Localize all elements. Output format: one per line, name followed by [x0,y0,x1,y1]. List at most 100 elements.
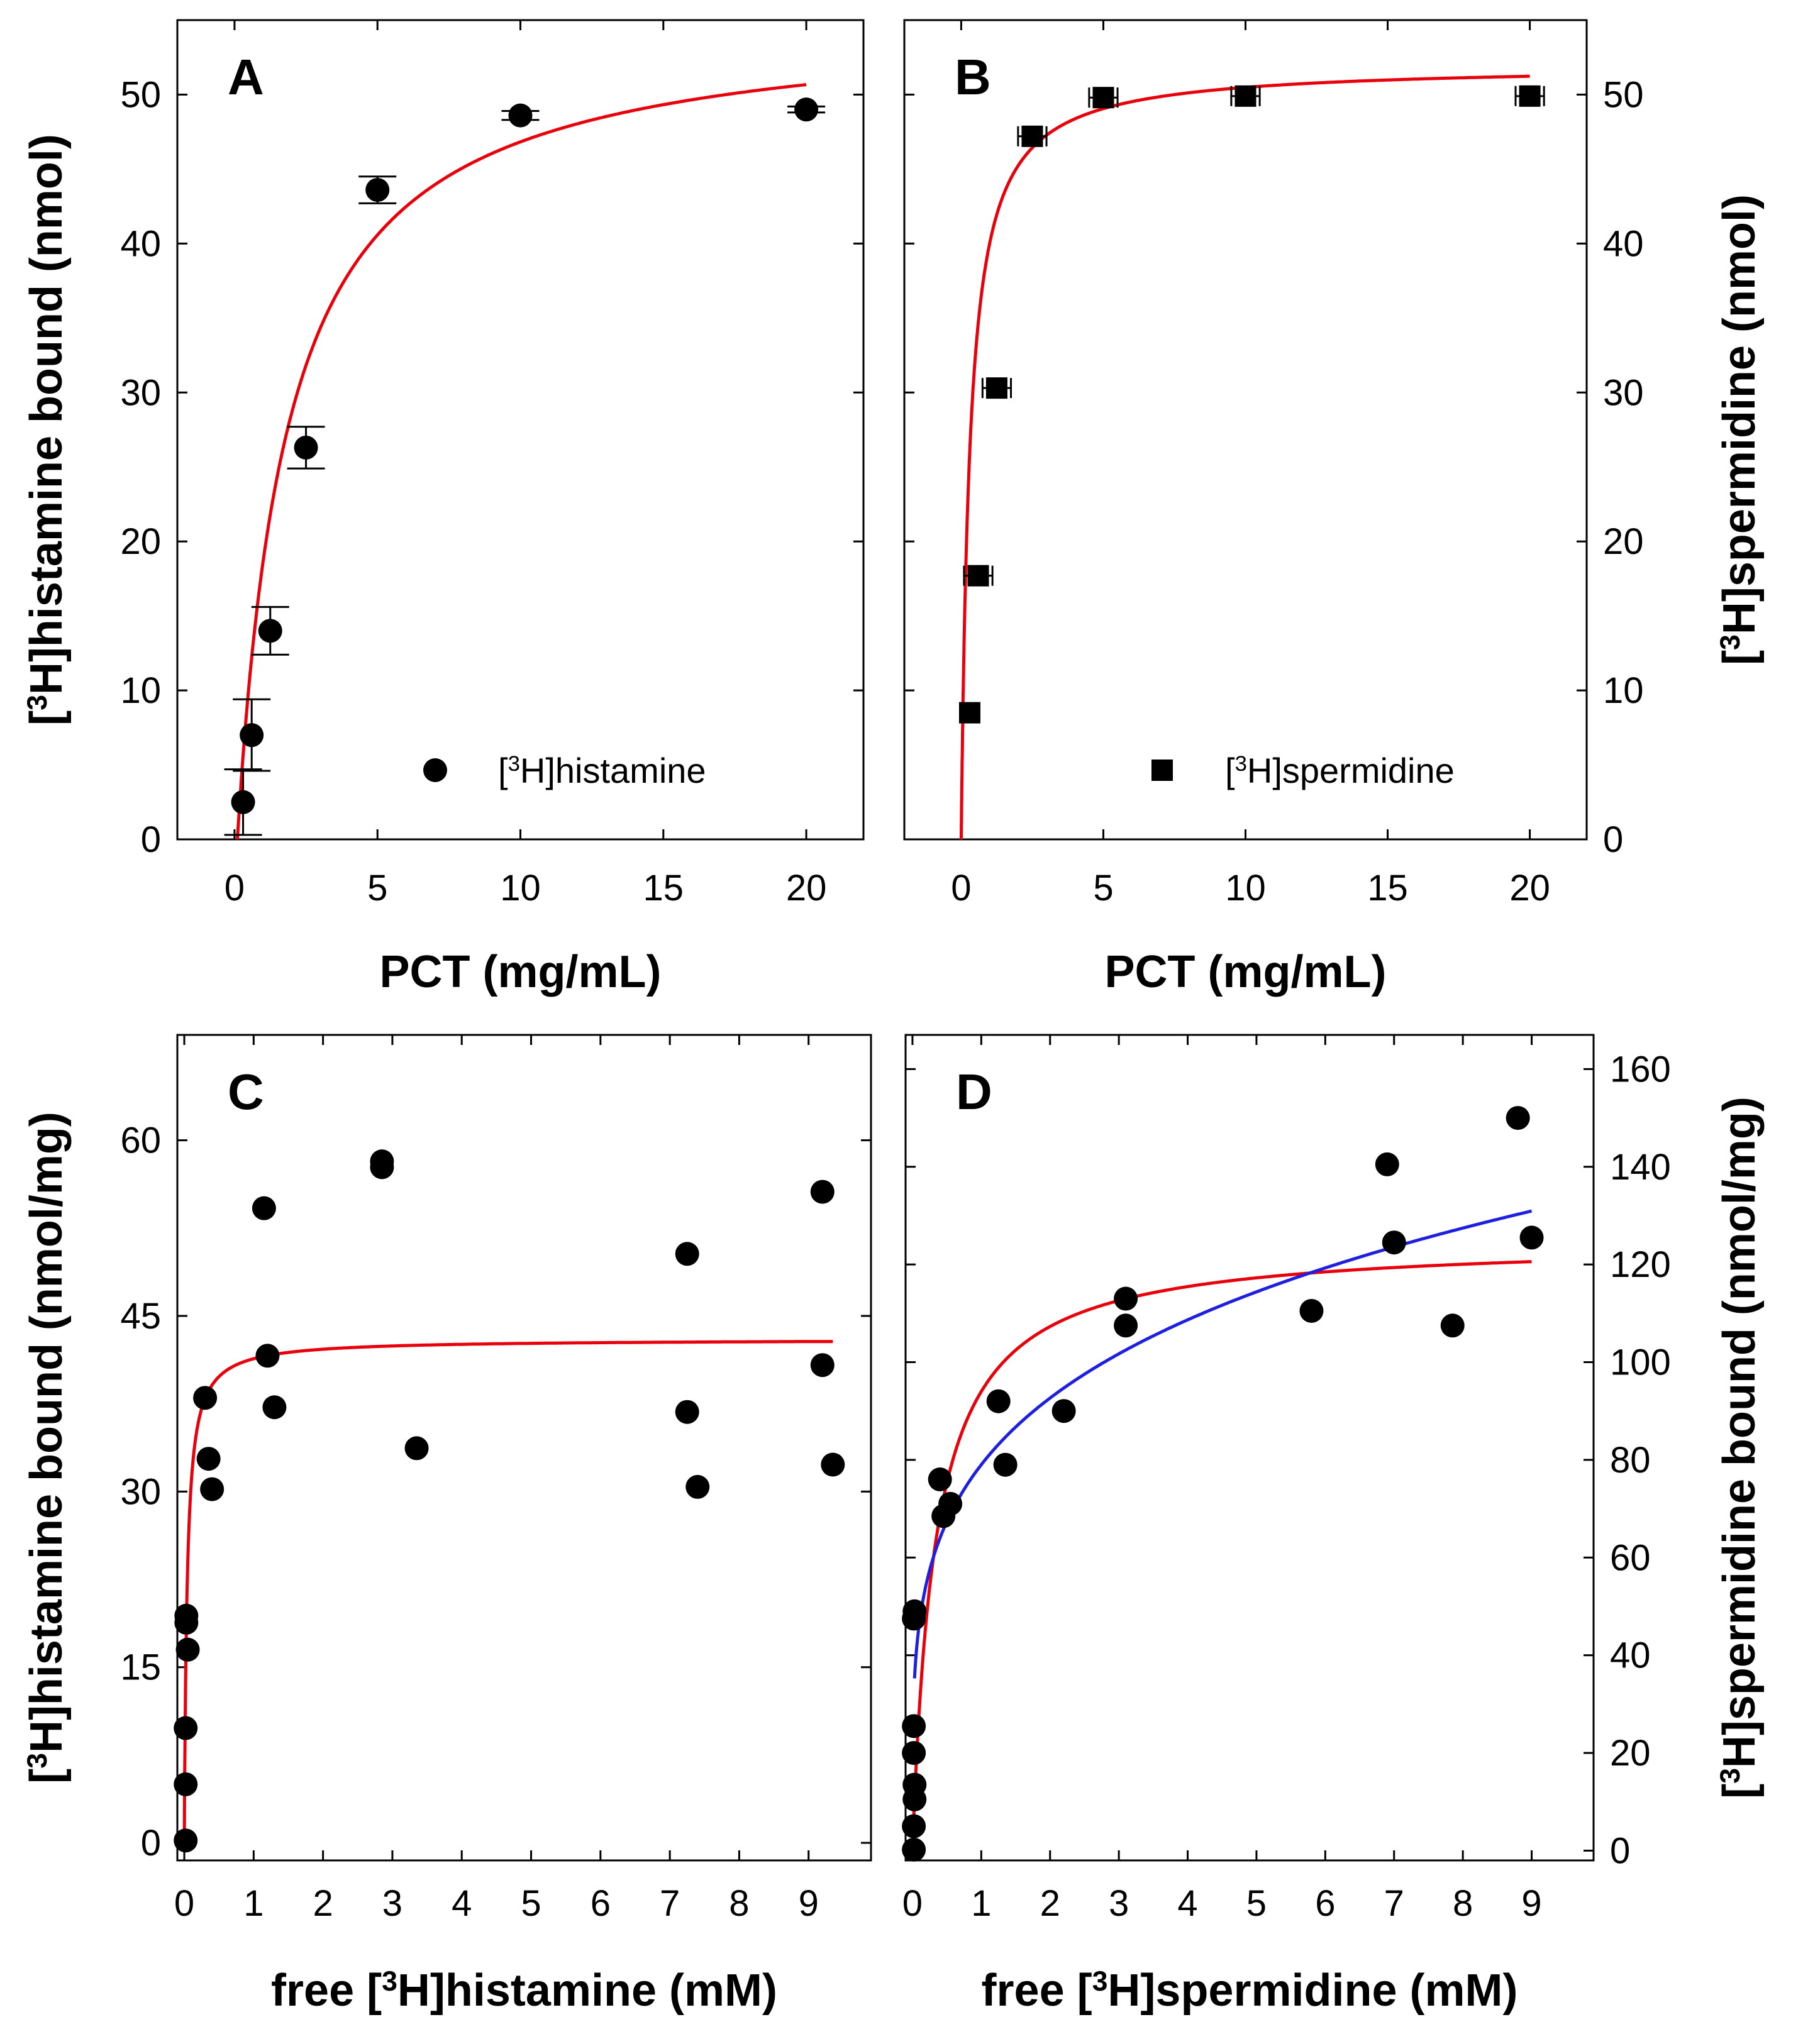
data-point [1234,85,1257,107]
y-tick-label: 20 [1610,1733,1651,1774]
x-tick-label: 10 [1225,868,1266,909]
data-point [174,1772,198,1796]
data-point [938,1491,963,1516]
x-tick-label: 3 [382,1883,402,1924]
x-tick-label: 0 [225,868,245,909]
x-tick-label: 4 [452,1883,472,1924]
data-point [902,1599,927,1623]
data-point [902,1741,926,1765]
data-point [231,790,255,814]
fit-curve [913,1209,1533,1679]
data-point [1519,1225,1544,1250]
y-tick-label: 0 [141,819,161,860]
data-point [810,1353,835,1378]
y-tick-label: 60 [120,1120,161,1161]
data-point [1519,85,1541,107]
x-tick-label: 1 [971,1883,991,1924]
data-point [1440,1313,1465,1338]
panel-letter: C [228,1064,264,1120]
data-point [200,1477,225,1501]
x-tick-label: 0 [902,1883,923,1924]
y-tick-label: 100 [1610,1342,1671,1383]
y-axis-title: [3H]histamine bound (nmol) [21,134,72,726]
y-tick-label: 50 [120,74,161,115]
y-tick-label: 20 [1603,521,1644,562]
legend-marker [423,758,447,782]
y-tick-label: 30 [120,1471,161,1512]
y-tick-label: 15 [120,1647,161,1688]
data-point [902,1714,926,1738]
data-point [1021,125,1043,147]
legend-label: [3H]spermidine [1225,751,1455,790]
data-point [993,1452,1018,1477]
x-tick-label: 7 [1384,1883,1404,1924]
data-point [902,1837,926,1862]
legend-label: [3H]histamine [498,751,706,790]
x-tick-label: 1 [243,1883,264,1924]
data-point [810,1179,835,1204]
data-point [928,1467,952,1491]
y-tick-label: 0 [1603,819,1623,860]
y-tick-label: 20 [120,521,161,562]
x-axis-title: free [3H]histamine (mM) [271,1965,777,2016]
x-tick-label: 15 [643,868,684,909]
x-tick-label: 20 [786,868,827,909]
data-point [262,1395,287,1420]
fit-curve [959,74,1530,839]
data-point [902,1814,926,1838]
x-tick-label: 8 [729,1883,749,1924]
y-axis-title: [3H]histamine bound (nmol/mg) [21,1112,72,1784]
data-point [985,377,1007,399]
x-tick-label: 9 [1521,1883,1541,1924]
y-axis-title: [3H]spermidine (nmol) [1714,194,1765,665]
y-tick-label: 40 [120,223,161,264]
data-point [1375,1152,1399,1176]
x-tick-label: 15 [1367,868,1408,909]
panel-b: 0 5 10 15 20 0 10 20 30 40 50 PCT (mg/mL) [3H]spermi… [903,19,1765,997]
y-tick-label: 50 [1603,74,1644,115]
x-tick-label: 4 [1177,1883,1197,1924]
y-tick-label: 10 [1603,670,1644,711]
panel-letter: D [956,1064,992,1120]
y-tick-label: 30 [1603,372,1644,413]
legend-marker [1151,760,1173,781]
data-point [370,1149,394,1174]
y-tick-label: 60 [1610,1537,1651,1578]
data-point [193,1386,218,1410]
panel-letter: A [228,49,264,105]
data-point [958,702,980,724]
data-point [240,723,264,748]
data-point [508,103,533,128]
y-tick-label: 40 [1603,223,1644,264]
data-point [258,619,282,643]
x-tick-label: 7 [660,1883,680,1924]
data-point [1506,1106,1530,1130]
plot-frame [904,1034,1595,1862]
fit-curve [236,83,807,839]
x-tick-label: 8 [1453,1883,1473,1924]
data-point [794,97,819,122]
data-point [404,1436,429,1461]
x-tick-label: 3 [1109,1883,1129,1924]
x-tick-label: 2 [313,1883,333,1924]
y-tick-label: 80 [1610,1440,1651,1481]
x-tick-label: 6 [591,1883,611,1924]
x-axis-title: PCT (mg/mL) [1105,947,1387,997]
x-tick-label: 10 [500,868,541,909]
x-tick-label: 5 [1246,1883,1267,1924]
x-tick-label: 5 [521,1883,541,1924]
y-tick-label: 140 [1610,1147,1671,1188]
data-point [1382,1230,1406,1255]
data-point [1114,1313,1138,1338]
data-point [1051,1399,1076,1423]
y-tick-label: 45 [120,1296,161,1337]
data-point [986,1389,1011,1413]
data-point [175,1637,200,1662]
x-tick-label: 6 [1315,1883,1335,1924]
x-tick-label: 5 [367,868,387,909]
plot-frame [903,19,1588,841]
data-point [196,1447,221,1471]
data-point [902,1772,927,1797]
